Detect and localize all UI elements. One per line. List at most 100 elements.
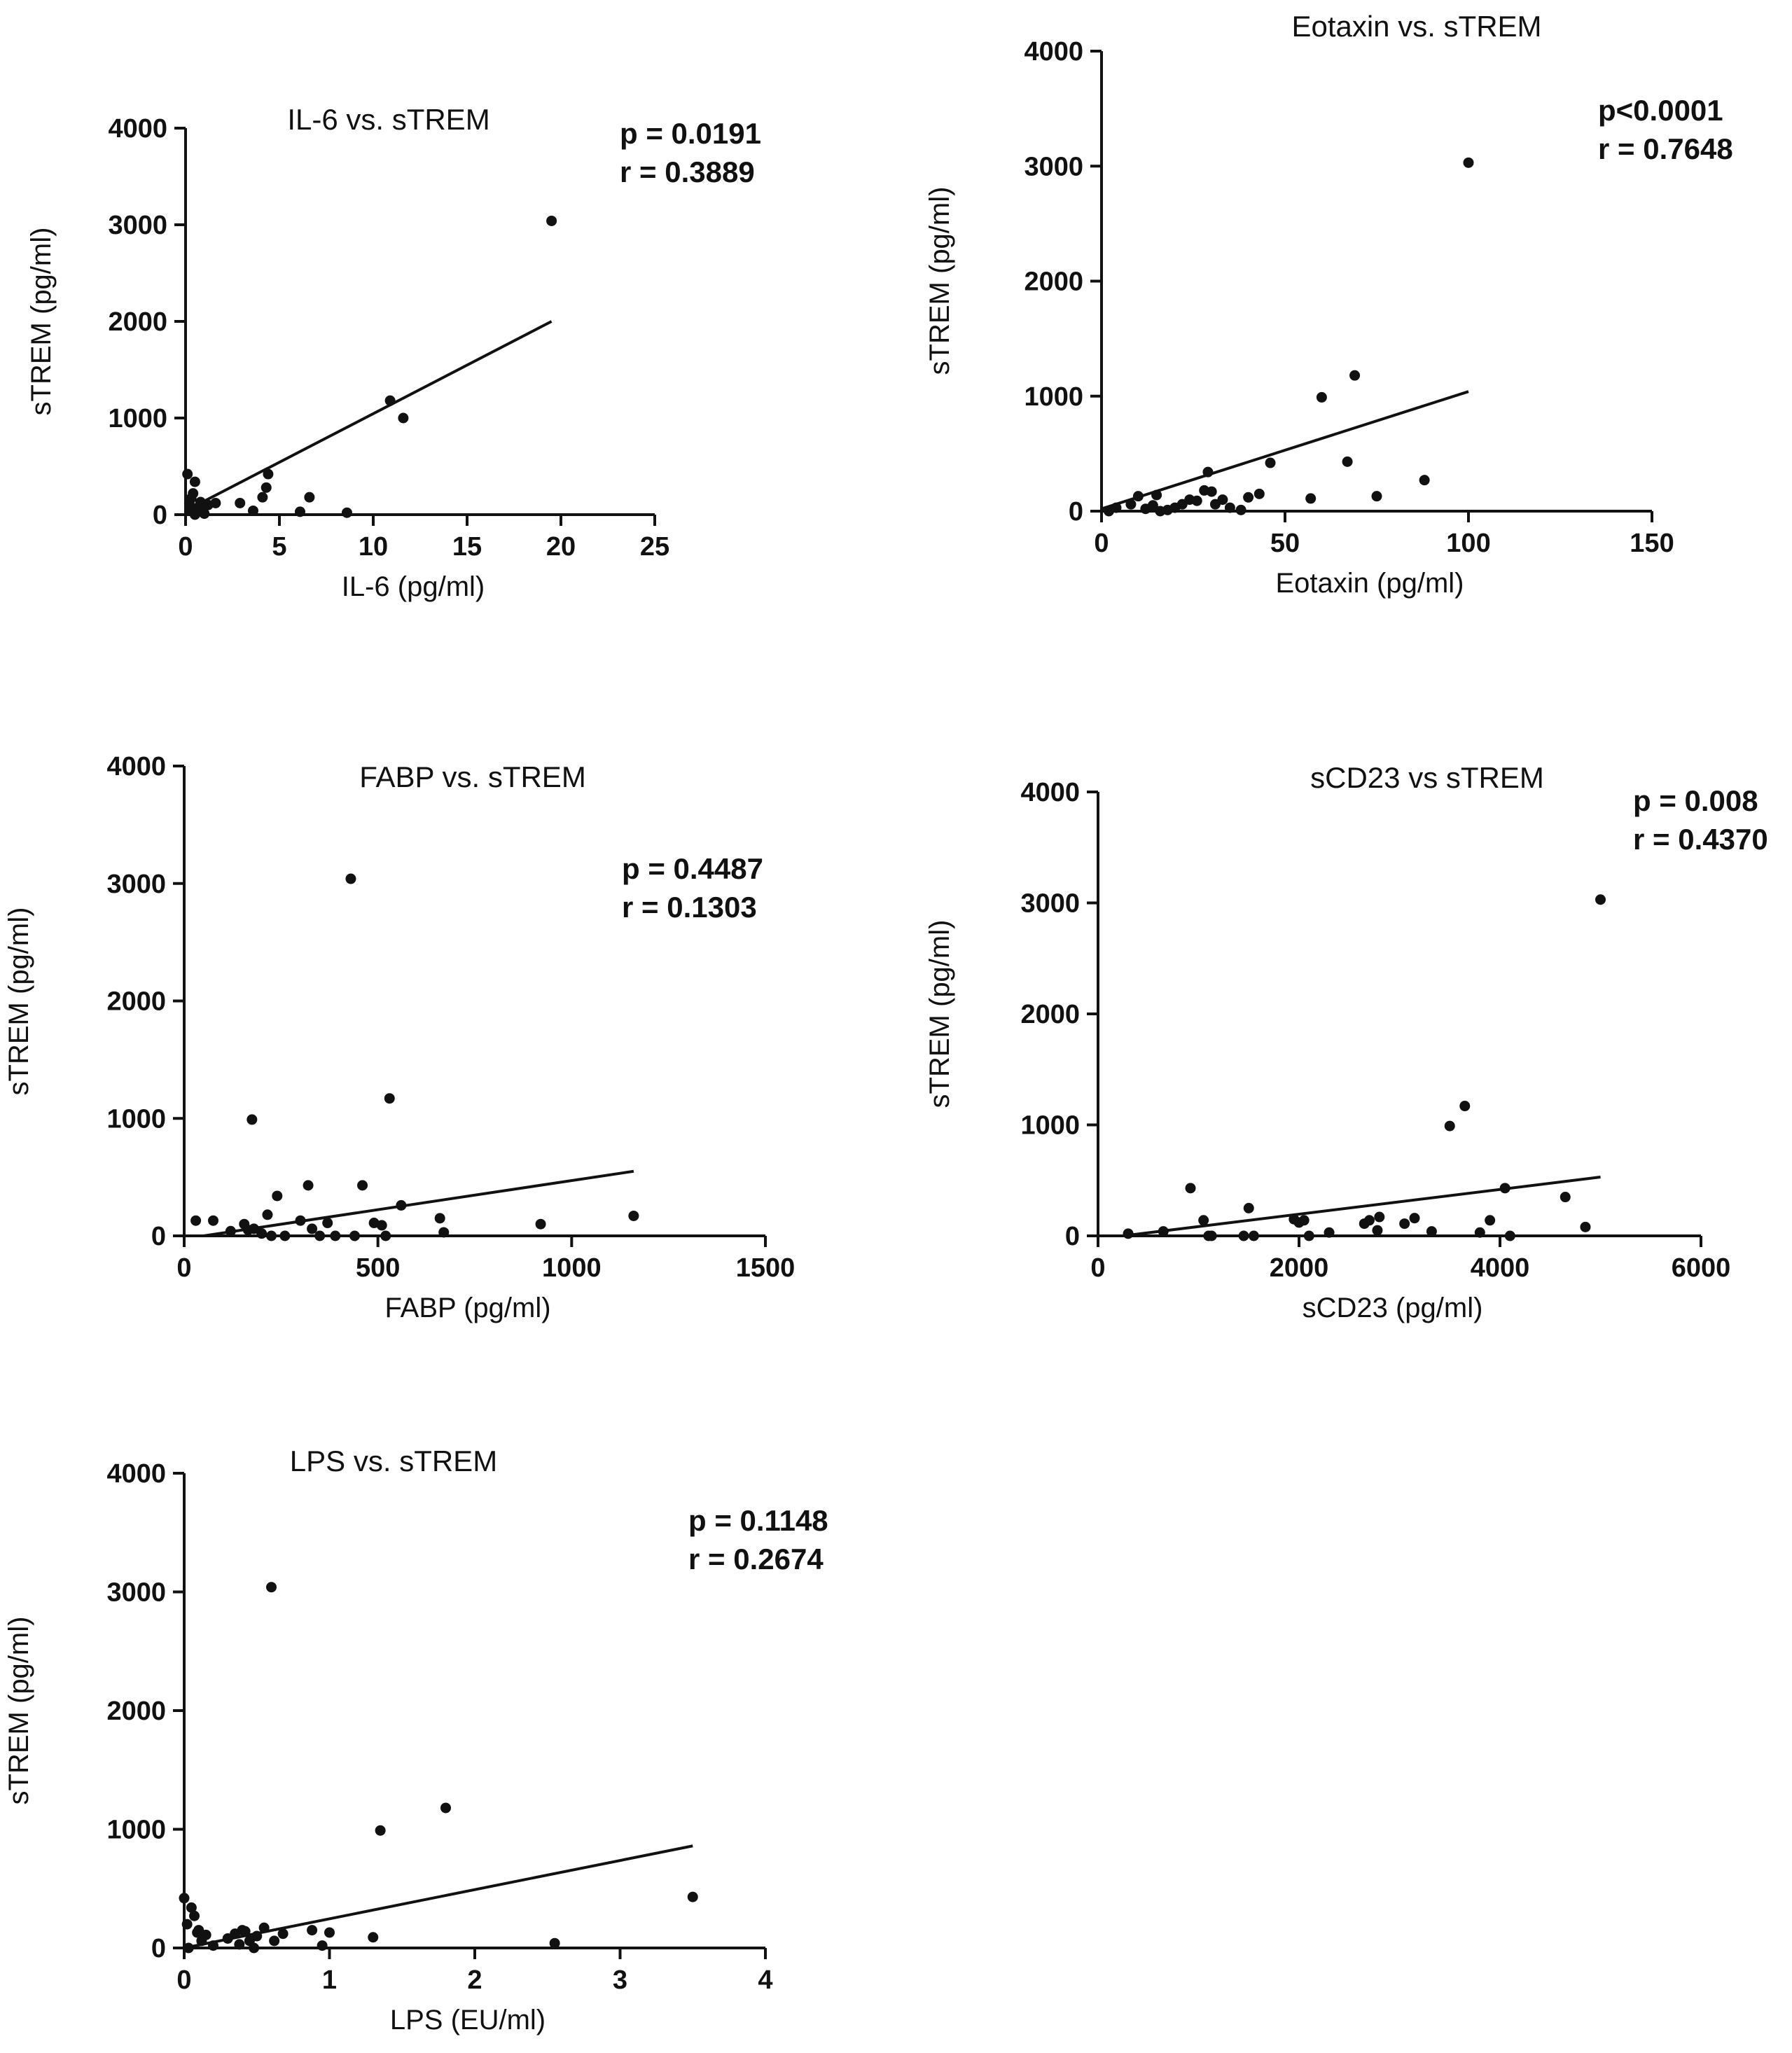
x-tick-label: 3 xyxy=(613,1965,627,1995)
x-tick-label: 0 xyxy=(178,532,193,562)
data-point xyxy=(257,492,268,503)
y-axis-label: sTREM (pg/ml) xyxy=(4,1617,34,1805)
data-point xyxy=(396,1199,407,1211)
data-point xyxy=(384,395,396,406)
x-tick-label: 2000 xyxy=(1270,1253,1329,1283)
scatter-chart-4: 0 2000 4000 6000 0 1000 2000 3000 4000 sCD23 vs s… xyxy=(924,761,1768,1323)
y-tick-label: 1000 xyxy=(108,404,167,433)
regression-line xyxy=(203,1169,634,1237)
data-point xyxy=(1485,1215,1496,1226)
regression-line xyxy=(185,320,553,513)
data-point xyxy=(1409,1213,1420,1224)
data-point xyxy=(294,506,305,517)
data-point xyxy=(357,1180,368,1191)
data-point xyxy=(179,1893,190,1904)
p-value-label: p = 0.1148 xyxy=(688,1504,828,1537)
regression-line xyxy=(1101,390,1469,510)
y-axis-label: sTREM (pg/ml) xyxy=(924,187,955,375)
y-tick-label: 4000 xyxy=(1020,778,1080,807)
chart-title: LPS vs. sTREM xyxy=(290,1445,497,1477)
data-point xyxy=(384,1093,395,1104)
y-tick-label: 1000 xyxy=(106,1816,166,1845)
x-tick-label: 15 xyxy=(452,532,482,562)
data-point xyxy=(246,1114,258,1125)
y-tick-label: 4000 xyxy=(106,1459,166,1489)
data-point xyxy=(1316,391,1327,403)
y-tick-label: 0 xyxy=(151,1222,166,1251)
data-point xyxy=(1253,488,1265,499)
data-point xyxy=(1243,492,1254,503)
data-point xyxy=(189,1910,200,1921)
scatter-chart-3: 0 500 1000 1500 0 1000 2000 3000 4000 FABP vs. sT… xyxy=(4,752,795,1323)
data-point xyxy=(247,505,258,516)
data-point xyxy=(1342,456,1353,467)
data-point xyxy=(1235,504,1246,515)
x-axis-label: IL-6 (pg/ml) xyxy=(342,571,485,602)
data-point xyxy=(249,1942,260,1954)
data-point xyxy=(1419,475,1430,486)
r-value-label: r = 0.1303 xyxy=(622,891,757,924)
data-point xyxy=(1444,1120,1455,1132)
y-tick-label: 2000 xyxy=(1020,1000,1080,1029)
x-axis-label: sCD23 (pg/ml) xyxy=(1303,1293,1483,1323)
data-point xyxy=(1158,1226,1169,1237)
data-point xyxy=(1363,1215,1375,1226)
data-point xyxy=(317,1940,328,1951)
x-tick-label: 100 xyxy=(1446,529,1490,558)
y-axis-label: sTREM (pg/ml) xyxy=(924,920,955,1108)
x-tick-label: 2 xyxy=(467,1965,482,1995)
x-tick-label: 1500 xyxy=(736,1253,796,1283)
data-point xyxy=(208,1940,218,1951)
scatter-chart-2: 0 50 100 150 0 1000 2000 3000 4000 Eotaxin vs. sT… xyxy=(924,10,1733,599)
data-point xyxy=(263,468,274,480)
p-value-label: p = 0.0191 xyxy=(620,117,761,150)
chart-title: sCD23 vs sTREM xyxy=(1310,761,1544,794)
data-point xyxy=(687,1891,698,1902)
data-point xyxy=(1202,466,1214,478)
data-point xyxy=(195,496,206,508)
x-tick-label: 150 xyxy=(1630,529,1674,558)
data-point xyxy=(225,1225,236,1237)
x-tick-label: 25 xyxy=(640,532,669,562)
data-point xyxy=(1243,1202,1254,1213)
y-tick-label: 0 xyxy=(153,501,167,530)
data-point xyxy=(307,1223,318,1234)
y-tick-label: 2000 xyxy=(1024,267,1083,297)
data-point xyxy=(277,1928,289,1940)
chart-title: Eotaxin vs. sTREM xyxy=(1291,10,1541,43)
x-tick-label: 0 xyxy=(1094,529,1109,558)
x-tick-label: 4 xyxy=(758,1965,772,1995)
data-point xyxy=(368,1932,379,1943)
x-tick-label: 6000 xyxy=(1672,1253,1731,1283)
data-point xyxy=(440,1802,451,1814)
chart-title: FABP vs. sTREM xyxy=(359,760,586,793)
data-point xyxy=(628,1210,639,1221)
data-point xyxy=(188,488,199,499)
data-point xyxy=(1111,502,1122,513)
data-point xyxy=(295,1215,306,1226)
data-point xyxy=(304,492,315,503)
data-point xyxy=(349,1230,360,1241)
data-point xyxy=(438,1227,450,1238)
y-axis-label: sTREM (pg/ml) xyxy=(4,907,34,1096)
data-point xyxy=(186,1902,197,1913)
data-point xyxy=(1595,894,1606,905)
data-point xyxy=(1125,499,1137,510)
data-point xyxy=(434,1213,445,1224)
x-tick-label: 0 xyxy=(176,1965,191,1995)
data-point xyxy=(1459,1101,1471,1112)
data-point xyxy=(182,468,193,480)
data-point xyxy=(345,873,356,884)
data-point xyxy=(208,1215,218,1226)
data-point xyxy=(258,1922,270,1933)
y-tick-label: 4000 xyxy=(108,114,167,144)
y-tick-label: 4000 xyxy=(106,752,166,781)
chart-title: IL-6 vs. sTREM xyxy=(287,103,489,136)
scatter-chart-5: 0 1 2 3 4 0 1000 2000 3000 4000 LPS vs. sTREM LPS (… xyxy=(4,1445,828,2035)
x-tick-label: 500 xyxy=(356,1253,400,1283)
data-point xyxy=(307,1925,318,1936)
data-point xyxy=(189,476,200,487)
data-point xyxy=(549,1937,560,1949)
data-point xyxy=(193,1925,204,1936)
data-point xyxy=(1248,1230,1259,1241)
